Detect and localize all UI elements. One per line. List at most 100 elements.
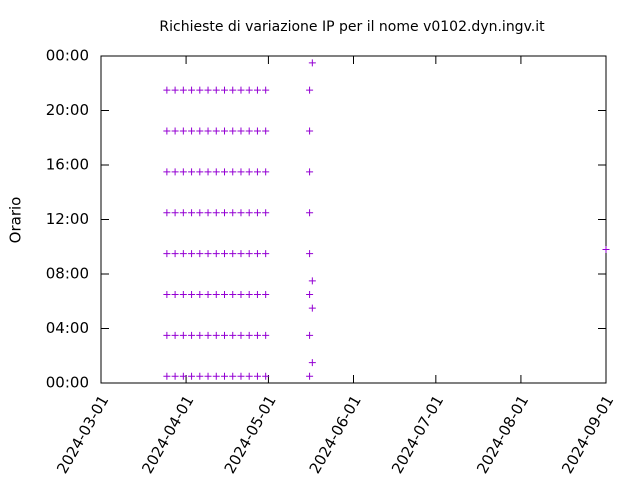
point [204, 290, 212, 298]
point [229, 168, 237, 176]
point [188, 86, 196, 94]
point [171, 168, 179, 176]
x-tick-label: 2024-05-01 [221, 392, 280, 477]
point [229, 331, 237, 339]
x-tick-label: 2024-09-01 [558, 392, 617, 477]
point [212, 372, 220, 380]
point [262, 86, 270, 94]
point [188, 250, 196, 258]
point [229, 209, 237, 217]
point [212, 209, 220, 217]
point [179, 209, 187, 217]
point [196, 372, 204, 380]
y-tick-label: 20:00 [46, 101, 89, 119]
point [262, 290, 270, 298]
point [171, 290, 179, 298]
point [221, 290, 229, 298]
point [308, 277, 316, 285]
point [188, 331, 196, 339]
point [306, 86, 314, 94]
point [179, 127, 187, 135]
point [253, 168, 261, 176]
point [229, 250, 237, 258]
point [179, 250, 187, 258]
point [171, 331, 179, 339]
point [229, 372, 237, 380]
point [253, 290, 261, 298]
point [245, 290, 253, 298]
point [602, 245, 610, 253]
point [204, 127, 212, 135]
point [245, 86, 253, 94]
point [204, 168, 212, 176]
chart-title: Richieste di variazione IP per il nome v… [159, 19, 545, 35]
point [179, 372, 187, 380]
point [245, 372, 253, 380]
point [229, 127, 237, 135]
point [188, 127, 196, 135]
point [221, 127, 229, 135]
point [245, 168, 253, 176]
point [237, 290, 245, 298]
point [212, 127, 220, 135]
point [308, 304, 316, 312]
point [253, 372, 261, 380]
point [171, 86, 179, 94]
point [237, 250, 245, 258]
point [212, 86, 220, 94]
point [171, 250, 179, 258]
point [212, 331, 220, 339]
point [179, 86, 187, 94]
point [212, 168, 220, 176]
point [196, 290, 204, 298]
point [237, 372, 245, 380]
point [221, 331, 229, 339]
point [237, 86, 245, 94]
point [221, 86, 229, 94]
point [204, 86, 212, 94]
y-tick-label: 12:00 [46, 210, 89, 228]
point [171, 372, 179, 380]
point [306, 209, 314, 217]
point [245, 127, 253, 135]
y-axis-label: Orario [7, 197, 25, 244]
point [171, 127, 179, 135]
point [204, 331, 212, 339]
point [163, 372, 171, 380]
point [221, 168, 229, 176]
point [163, 168, 171, 176]
point [237, 209, 245, 217]
point [188, 372, 196, 380]
point [237, 127, 245, 135]
point [262, 372, 270, 380]
point [262, 250, 270, 258]
plot-frame [100, 55, 607, 384]
y-tick-label: 04:00 [46, 319, 89, 337]
point [308, 359, 316, 367]
point [262, 127, 270, 135]
point [253, 127, 261, 135]
point [237, 331, 245, 339]
point [253, 86, 261, 94]
point [179, 331, 187, 339]
point [196, 331, 204, 339]
point [221, 372, 229, 380]
point [163, 127, 171, 135]
point [188, 168, 196, 176]
point [237, 168, 245, 176]
point [262, 331, 270, 339]
x-tick-label: 2024-04-01 [138, 392, 197, 477]
point [306, 331, 314, 339]
point [245, 209, 253, 217]
point [221, 250, 229, 258]
point [163, 209, 171, 217]
point [163, 290, 171, 298]
y-tick-label: 08:00 [46, 265, 89, 283]
point [163, 250, 171, 258]
point [204, 209, 212, 217]
point [171, 209, 179, 217]
point [245, 250, 253, 258]
point [229, 290, 237, 298]
point [306, 250, 314, 258]
